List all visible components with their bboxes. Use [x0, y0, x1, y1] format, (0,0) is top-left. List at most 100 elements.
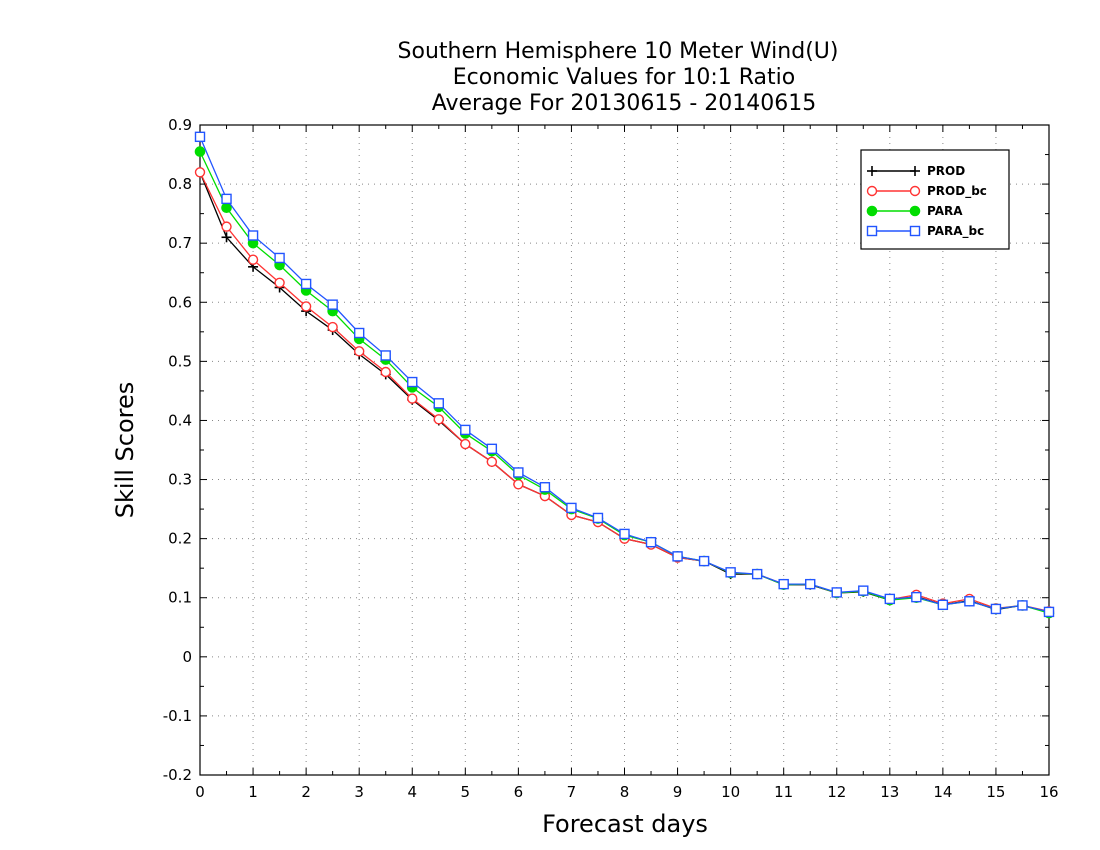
data-point-para-bc — [433, 398, 444, 409]
y-tick-label: 0.7 — [168, 234, 192, 252]
data-point-para-bc — [1017, 600, 1028, 611]
x-tick-label: 6 — [514, 783, 524, 801]
plot-frame — [199, 124, 1050, 776]
axis-ticks: 0 1 2 3 4 5 6 7 8 9 10 11 12 13 14 15 16-0.2-0.100.10.20… — [163, 116, 1059, 801]
x-tick-label: 5 — [461, 783, 471, 801]
x-tick-label: 16 — [1039, 783, 1058, 801]
data-point-prod-bc — [433, 414, 444, 425]
data-point-para-bc — [1043, 606, 1055, 618]
data-point-para-bc — [486, 443, 498, 455]
legend-label-prod-bc: PROD_bc — [927, 184, 987, 199]
data-point-para-bc — [300, 278, 312, 290]
data-point-para-bc — [247, 230, 259, 241]
data-point-para-bc — [645, 536, 657, 548]
data-point-para-bc — [619, 528, 630, 540]
legend-marker-prod — [910, 166, 920, 176]
data-point-para-bc — [566, 502, 577, 514]
data-point-para-bc — [592, 512, 604, 524]
data-point-prod-bc — [221, 221, 232, 232]
legend-marker-para-bc — [866, 225, 878, 237]
x-tick-label: 15 — [986, 783, 1005, 801]
data-point-para-bc — [327, 299, 338, 310]
x-tick-label: 14 — [933, 783, 952, 801]
chart-title-line-1: Southern Hemisphere 10 Meter Wind(U) — [398, 39, 839, 64]
y-axis-label: Skill Scores — [111, 382, 139, 519]
x-tick-label: 2 — [301, 783, 311, 801]
x-tick-label: 4 — [407, 783, 417, 801]
legend-marker-prod-bc — [866, 185, 878, 197]
data-point-para-bc — [221, 193, 232, 205]
data-point-prod-bc — [407, 393, 418, 404]
legend-marker-prod-bc — [909, 185, 921, 197]
legend-item-para-bc: PARA_bc — [866, 224, 984, 239]
chart-title-line-3: Average For 20130615 - 20140615 — [432, 91, 817, 116]
x-tick-label: 12 — [827, 783, 846, 801]
legend-marker-para-bc — [909, 225, 921, 237]
data-point-prod-bc — [247, 254, 259, 265]
data-point-para-bc — [964, 596, 975, 607]
y-tick-label: 0.2 — [168, 530, 192, 548]
legend-item-para: PARA — [866, 204, 963, 218]
data-point-para-bc — [672, 551, 683, 562]
legend: PROD PROD_bc PARA PARA_bc — [860, 149, 1010, 250]
y-tick-label: 0.6 — [168, 293, 192, 311]
data-point-para-bc — [513, 467, 524, 478]
x-tick-label: 3 — [354, 783, 364, 801]
x-tick-label: 10 — [721, 783, 740, 801]
y-tick-label: 0.5 — [168, 352, 192, 370]
data-point-prod-bc — [513, 479, 524, 490]
x-tick-label: 7 — [567, 783, 577, 801]
data-point-para-bc — [380, 350, 391, 361]
series-para-bc — [194, 131, 1055, 618]
x-tick-label: 1 — [248, 783, 258, 801]
data-point-para-bc — [805, 578, 816, 590]
data-point-para-bc — [911, 591, 922, 603]
data-point-para-bc — [831, 587, 842, 598]
data-point-para — [194, 146, 206, 157]
x-tick-label: 0 — [195, 783, 205, 801]
y-tick-label: 0 — [182, 648, 192, 666]
legend-item-prod: PROD — [867, 164, 965, 178]
y-tick-label: -0.2 — [163, 766, 192, 784]
data-point-para-bc — [884, 593, 896, 605]
data-point-prod-bc — [300, 301, 312, 312]
data-point-para-bc — [539, 482, 551, 493]
x-tick-label: 11 — [774, 783, 793, 801]
y-tick-label: 0.4 — [168, 411, 192, 429]
legend-marker-prod — [867, 166, 877, 176]
x-axis-label: Forecast days — [542, 810, 708, 838]
data-point-para-bc — [698, 555, 710, 567]
data-point-prod-bc — [380, 366, 391, 378]
legend-marker-para — [866, 205, 878, 217]
legend-box — [860, 149, 1010, 250]
series-layer — [194, 131, 1055, 619]
data-point-para-bc — [407, 376, 418, 388]
data-point-para-bc — [460, 424, 471, 436]
data-point-prod-bc — [327, 321, 338, 333]
legend-label-para: PARA — [927, 204, 963, 218]
legend-marker-para — [909, 205, 921, 217]
x-tick-label: 8 — [620, 783, 630, 801]
data-point-para-bc — [274, 252, 285, 264]
data-point-prod — [221, 232, 232, 243]
legend-item-prod-bc: PROD_bc — [866, 184, 987, 199]
data-point-para-bc — [751, 568, 763, 580]
x-tick-label: 13 — [880, 783, 899, 801]
data-point-para-bc — [725, 567, 736, 578]
y-tick-label: 0.3 — [168, 471, 192, 489]
data-point-para-bc — [858, 585, 869, 596]
data-point-prod-bc — [353, 346, 365, 357]
x-tick-label: 9 — [673, 783, 683, 801]
data-point-para-bc — [353, 327, 365, 339]
data-point-para-bc — [990, 603, 1002, 615]
chart-title-line-2: Economic Values for 10:1 Ratio — [453, 65, 795, 90]
data-point-prod-bc — [194, 167, 206, 178]
y-tick-label: -0.1 — [163, 707, 192, 725]
data-point-prod-bc — [274, 277, 285, 288]
data-point-prod-bc — [486, 456, 498, 468]
legend-label-para-bc: PARA_bc — [927, 224, 984, 239]
data-point-para-bc — [194, 131, 206, 143]
y-tick-label: 0.8 — [168, 175, 192, 193]
data-point-prod-bc — [460, 438, 471, 450]
